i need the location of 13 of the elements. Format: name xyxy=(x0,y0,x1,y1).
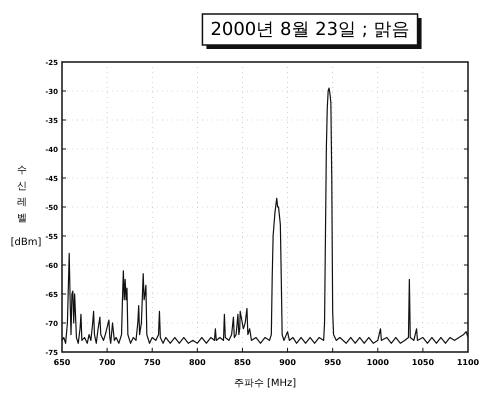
x-tick-label: 800 xyxy=(188,358,206,367)
x-tick-label: 650 xyxy=(54,358,71,367)
x-axis-title: 주파수 [MHz] xyxy=(234,378,296,389)
text: 수신레벨 [dBm] xyxy=(10,165,42,248)
x-tick-label: 1100 xyxy=(456,358,480,367)
x-tick-label: 850 xyxy=(234,358,252,367)
x-tick-label: 1000 xyxy=(366,358,390,367)
x-tick-label: 950 xyxy=(324,358,342,367)
x-tick-label: 700 xyxy=(98,358,116,367)
x-tick-label: 1050 xyxy=(412,358,434,367)
x-tick-label: 750 xyxy=(144,358,162,367)
chart-title: 2000년 8월 23일 ; 맑음 xyxy=(210,19,410,40)
x-tick-label: 900 xyxy=(279,358,296,367)
